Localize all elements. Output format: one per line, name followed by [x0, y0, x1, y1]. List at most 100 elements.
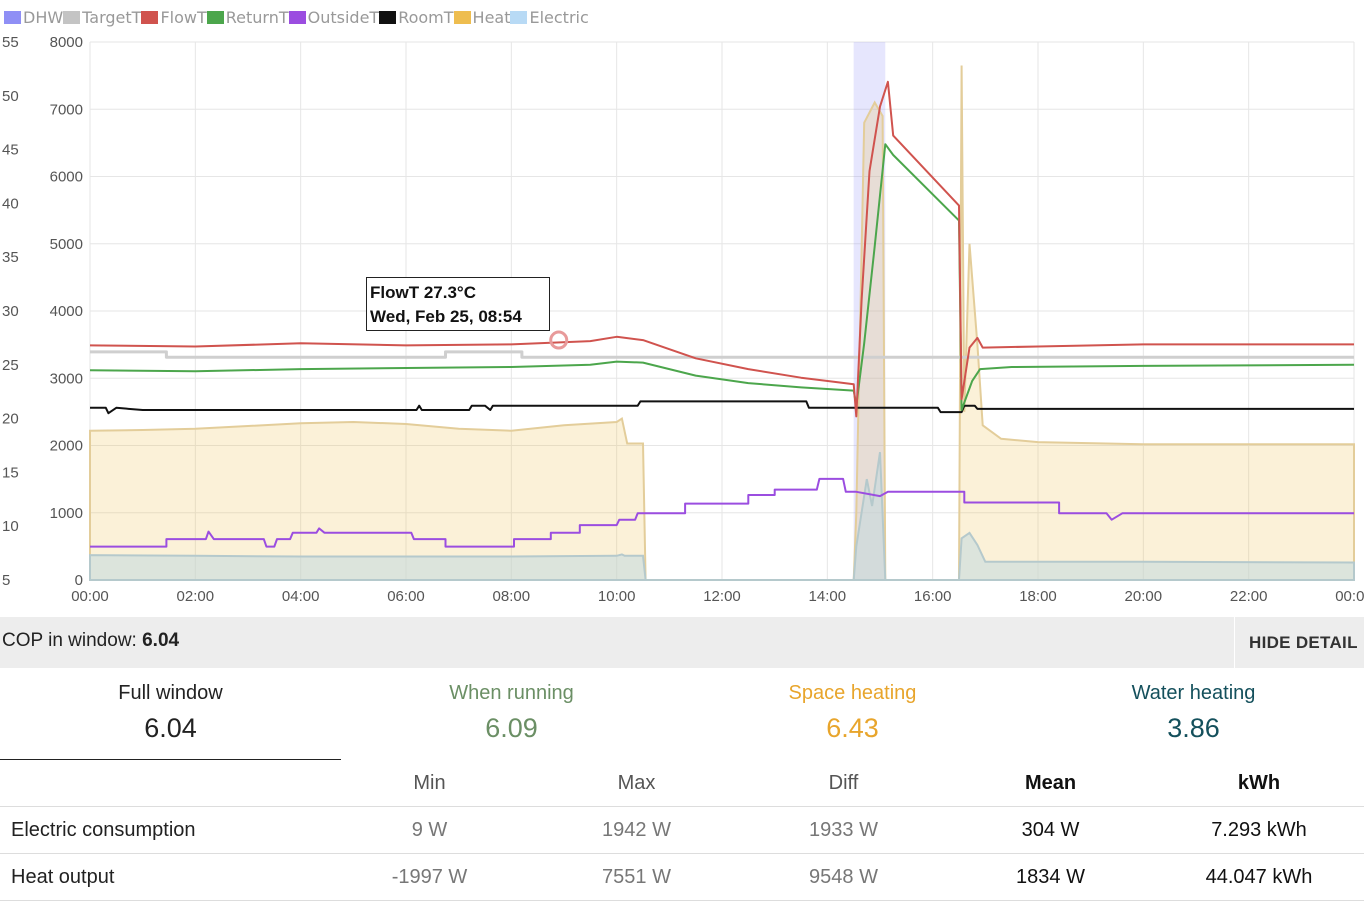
stat-value: 6.09 — [485, 713, 538, 743]
y-right-tick-label: 5000 — [50, 236, 83, 253]
stat-space-heating[interactable]: Space heating 6.43 — [682, 682, 1023, 744]
y-left-tick-label: 5 — [2, 572, 10, 589]
table-header-mean: Mean — [947, 760, 1154, 807]
legend-item-dhw[interactable]: DHW — [4, 8, 63, 27]
legend-item-outsidet[interactable]: OutsideT — [288, 7, 380, 27]
series-line-targett — [90, 350, 1354, 359]
hide-detail-button[interactable]: HIDE DETAIL — [1234, 617, 1364, 668]
cell-diff: 1933 W — [740, 806, 947, 854]
x-tick-label: 14:00 — [809, 588, 847, 605]
table-row: Electric consumption 9 W 1942 W 1933 W 3… — [0, 806, 1364, 854]
legend-item-roomt[interactable]: RoomT — [379, 7, 454, 27]
legend-label: DHW — [23, 7, 64, 27]
y-left-tick-label: 35 — [2, 249, 19, 266]
x-tick-label: 00:00 — [1335, 588, 1364, 605]
legend-swatch — [453, 10, 471, 24]
y-right-tick-label: 1000 — [50, 505, 83, 522]
series-line-outsidet — [90, 477, 1354, 548]
x-tick-label: 12:00 — [703, 588, 741, 605]
legend-item-targett[interactable]: TargetT — [63, 8, 141, 27]
legend-label: FlowT — [160, 7, 207, 27]
cell-kwh: 7.293 kWh — [1154, 806, 1364, 854]
legend-item-heat[interactable]: Heat — [453, 7, 511, 27]
x-tick-label: 10:00 — [598, 588, 636, 605]
y-left-tick-label: 40 — [2, 195, 19, 212]
stat-value: 6.04 — [144, 713, 197, 743]
legend-swatch — [206, 10, 224, 24]
x-tick-label: 22:00 — [1230, 588, 1268, 605]
y-right-tick-label: 3000 — [50, 370, 83, 387]
x-tick-label: 06:00 — [387, 588, 425, 605]
table-header-min: Min — [326, 760, 533, 807]
x-tick-label: 02:00 — [177, 588, 215, 605]
y-right-tick-label: 7000 — [50, 101, 83, 118]
table-header-max: Max — [533, 760, 740, 807]
tooltip-line2: Wed, Feb 25, 08:54 — [370, 307, 522, 326]
legend-item-electric[interactable]: Electric — [510, 8, 589, 27]
tooltip-line1: FlowT 27.3°C — [370, 283, 476, 302]
legend-label: Heat — [472, 7, 511, 27]
x-tick-label: 00:00 — [71, 588, 109, 605]
y-left-tick-label: 20 — [2, 411, 19, 428]
stat-when-running[interactable]: When running 6.09 — [341, 682, 682, 744]
table-header-kwh: kWh — [1154, 760, 1364, 807]
hover-marker — [549, 330, 569, 350]
legend-item-returnt[interactable]: ReturnT — [206, 8, 289, 27]
cell-max: 1942 W — [533, 806, 740, 854]
cop-label: COP in window: — [2, 630, 137, 651]
legend-swatch — [4, 10, 21, 24]
cell-mean: 1834 W — [947, 853, 1154, 901]
legend-item-flowt[interactable]: FlowT — [141, 7, 207, 27]
stat-full-window[interactable]: Full window 6.04 — [0, 682, 341, 744]
table-header-diff: Diff — [740, 760, 947, 807]
cell-min: -1997 W — [326, 853, 533, 901]
y-left-tick-label: 55 — [2, 34, 19, 51]
legend-label: TargetT — [82, 7, 142, 27]
legend-swatch — [288, 10, 306, 24]
chart-axes: 5 10 15 20 25 30 35 40 45 50 55 0 1000 2000 3000 4000 50… — [2, 34, 1364, 605]
y-left-tick-label: 50 — [2, 88, 19, 105]
y-left-tick-label: 25 — [2, 357, 19, 374]
legend-label: OutsideT — [307, 7, 380, 27]
y-left-tick-label: 30 — [2, 303, 19, 320]
cop-bar: COP in window: 6.04 HIDE DETAIL — [0, 617, 1364, 668]
chart[interactable]: 5 10 15 20 25 30 35 40 45 50 55 0 1000 2000 3000 4000 50… — [0, 0, 1364, 617]
cop-value: 6.04 — [142, 630, 180, 651]
y-left-tick-label: 45 — [2, 142, 19, 159]
y-left-tick-label: 15 — [2, 464, 19, 481]
active-tab-underline — [0, 759, 341, 760]
y-right-tick-label: 8000 — [50, 34, 83, 51]
stat-label: Full window — [118, 682, 223, 704]
legend-swatch — [510, 10, 528, 24]
y-right-tick-label: 0 — [75, 572, 83, 589]
stats-table: Min Max Diff Mean kWh Electric consumpti… — [0, 760, 1364, 901]
stat-water-heating[interactable]: Water heating 3.86 — [1023, 682, 1364, 744]
heat-area — [89, 65, 1355, 581]
stat-value: 6.43 — [826, 713, 879, 743]
electric-area — [89, 452, 1355, 581]
cell-min: 9 W — [326, 806, 533, 854]
row-label: Heat output — [0, 853, 326, 901]
legend-swatch — [379, 10, 397, 24]
chart-lines — [89, 80, 1355, 548]
stat-label: Space heating — [788, 682, 917, 704]
cell-mean: 304 W — [947, 806, 1154, 854]
cop-summary: COP in window: 6.04 — [2, 630, 179, 652]
table-header-row: Min Max Diff Mean kWh — [0, 760, 1364, 807]
y-right-tick-label: 4000 — [50, 303, 83, 320]
chart-tooltip: FlowT 27.3°C Wed, Feb 25, 08:54 — [366, 277, 550, 331]
stat-value: 3.86 — [1167, 713, 1220, 743]
x-tick-label: 04:00 — [282, 588, 320, 605]
cell-kwh: 44.047 kWh — [1154, 853, 1364, 901]
x-tick-label: 20:00 — [1125, 588, 1163, 605]
series-line-roomt — [90, 400, 1354, 415]
legend-swatch — [63, 10, 81, 24]
table-header — [0, 760, 326, 807]
series-line-flowt — [89, 80, 1354, 418]
cell-max: 7551 W — [533, 853, 740, 901]
cell-diff: 9548 W — [740, 853, 947, 901]
legend-label: RoomT — [398, 7, 454, 27]
x-tick-label: 18:00 — [1019, 588, 1057, 605]
row-label: Electric consumption — [0, 806, 326, 854]
x-tick-label: 16:00 — [914, 588, 952, 605]
